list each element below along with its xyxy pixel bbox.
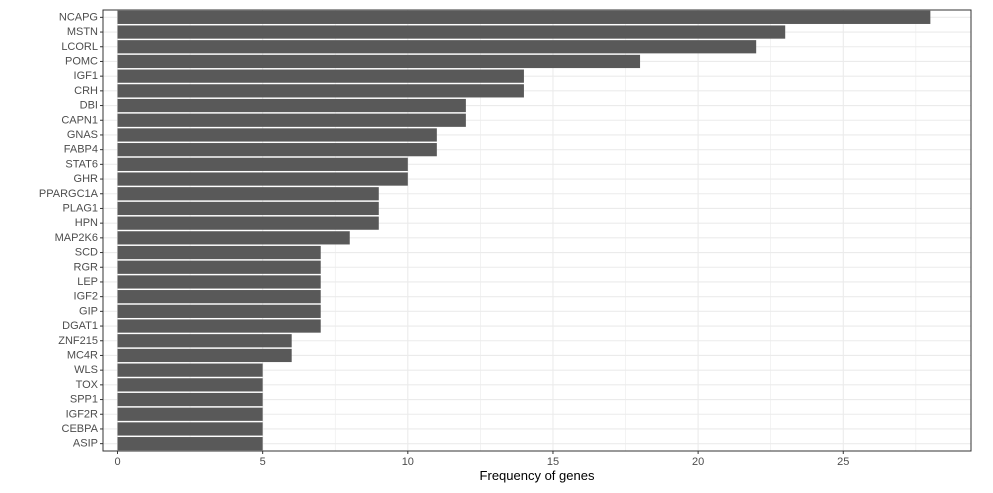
bar-igf2 (117, 290, 321, 304)
y-tick-label: ASIP (73, 438, 98, 450)
x-tick-label: 0 (114, 456, 120, 468)
y-tick-label: MC4R (67, 349, 98, 361)
y-tick-label: DBI (80, 100, 98, 112)
y-tick-label: SCD (75, 247, 98, 259)
bar-ncapg (117, 10, 931, 24)
y-tick-label: POMC (65, 55, 98, 67)
y-tick-label: DGAT1 (62, 320, 98, 332)
plot-panel-border (102, 9, 972, 452)
bar-fabp4 (117, 143, 437, 157)
bar-scd (117, 245, 321, 260)
y-tick-label: GHR (74, 173, 99, 185)
bar-tox (117, 378, 263, 392)
y-tick-label: IGF2 (74, 291, 98, 303)
x-axis: 0 5 10 15 20 25 (114, 451, 849, 468)
bar-mstn (117, 25, 786, 39)
y-tick-label: LEP (77, 276, 98, 288)
y-tick-label: CEBPA (62, 423, 99, 435)
y-tick-label: IGF1 (74, 70, 98, 82)
bar-ghr (117, 172, 408, 186)
y-tick-label: HPN (75, 217, 98, 229)
bar-dgat1 (117, 319, 321, 333)
bar-hpn (117, 216, 379, 230)
y-tick-label: CAPN1 (61, 114, 98, 126)
x-tick-label: 15 (547, 456, 559, 468)
y-tick-label: LCORL (61, 41, 98, 53)
bar-igf2r (117, 407, 263, 421)
bar-mc4r (117, 348, 292, 363)
y-tick-label: GIP (79, 305, 98, 317)
minor-gridlines (189, 10, 917, 451)
bar-gip (117, 304, 321, 318)
x-tick-label: 25 (837, 456, 849, 468)
y-tick-label: PLAG1 (63, 202, 98, 214)
bar-map2k6 (117, 231, 350, 245)
bar-plag1 (117, 201, 379, 216)
y-tick-label: WLS (74, 364, 98, 376)
y-tick-label: SPP1 (70, 394, 98, 406)
bar-dbi (117, 98, 466, 113)
y-axis: NCAPG MSTN LCORL POMC IGF1 CRH DBI CAPN1 GNAS FAB… (39, 11, 103, 450)
bar-rgr (117, 260, 321, 274)
y-tick-label: RGR (74, 261, 99, 273)
plot-panel-background (103, 10, 971, 451)
bars (117, 10, 931, 451)
bar-stat6 (117, 157, 408, 171)
y-tick-label: FABP4 (64, 144, 98, 156)
y-tick-label: MSTN (67, 26, 98, 38)
bar-ppargc1a (117, 187, 379, 201)
bar-gnas (117, 128, 437, 142)
bar-pomc (117, 54, 641, 69)
x-tick-label: 10 (402, 456, 414, 468)
bar-spp1 (117, 392, 263, 407)
x-tick-label: 5 (260, 456, 266, 468)
y-tick-label: MAP2K6 (55, 232, 98, 244)
x-tick-label: 20 (692, 456, 704, 468)
bar-cebpa (117, 422, 263, 436)
bar-crh (117, 84, 524, 98)
y-tick-label: GNAS (67, 129, 98, 141)
y-tick-label: STAT6 (65, 158, 98, 170)
bar-lcorl (117, 40, 757, 54)
y-tick-label: IGF2R (66, 408, 98, 420)
bar-znf215 (117, 334, 292, 348)
y-tick-label: NCAPG (59, 11, 98, 23)
y-tick-label: PPARGC1A (39, 188, 99, 200)
y-tick-label: ZNF215 (58, 335, 98, 347)
bar-asip (117, 437, 263, 451)
x-axis-title: Frequency of genes (480, 468, 595, 483)
bar-capn1 (117, 113, 466, 127)
bar-lep (117, 275, 321, 289)
y-tick-label: TOX (76, 379, 99, 391)
y-tick-label: CRH (74, 85, 98, 97)
bar-wls (117, 363, 263, 377)
bar-igf1 (117, 69, 524, 83)
